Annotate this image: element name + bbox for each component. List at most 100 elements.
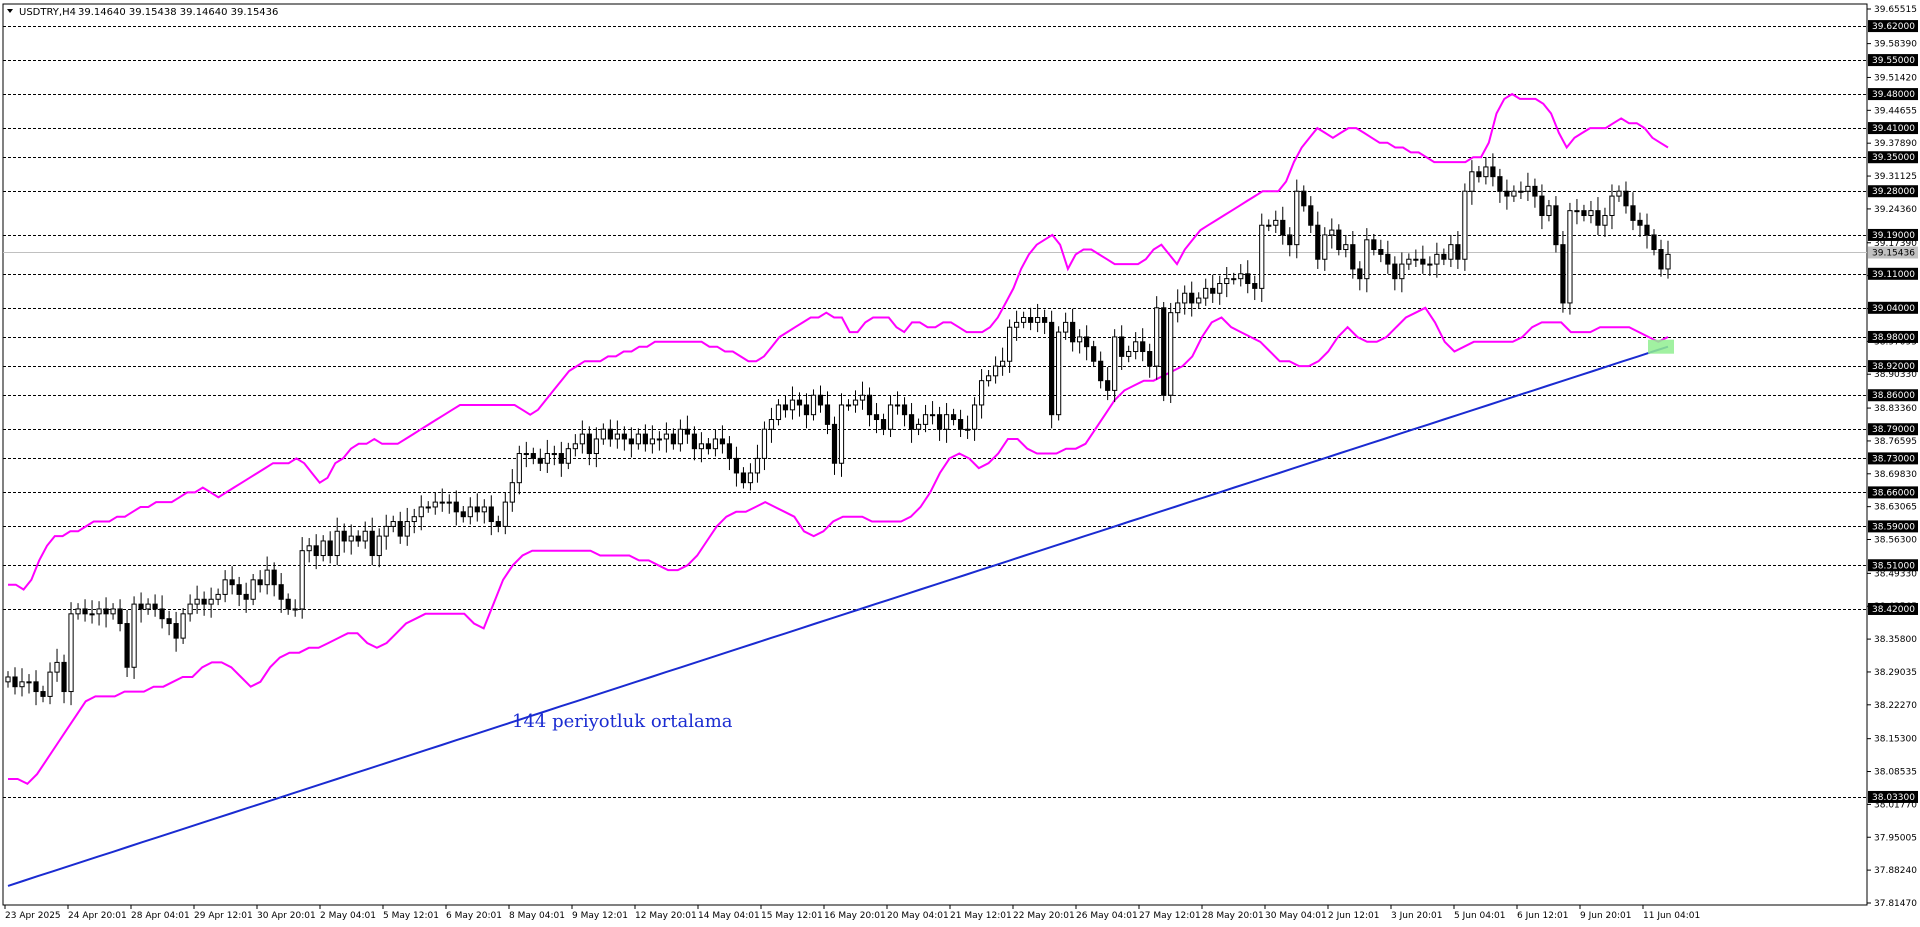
bollinger-lower-line	[8, 306, 1669, 786]
candle-body	[89, 613, 95, 616]
x-tick-label: 5 Jun 04:01	[1454, 911, 1505, 921]
candle-body	[47, 671, 53, 697]
ma144-line	[7, 345, 1669, 887]
candle-body	[194, 598, 200, 605]
collapse-triangle-icon[interactable]	[7, 9, 13, 13]
time-axis: 23 Apr 2025 24 Apr 20:01 28 Apr 04:01 29 Ap…	[4, 905, 1700, 921]
candle-body	[551, 453, 557, 456]
candle-body	[1658, 249, 1664, 270]
candle-body	[789, 399, 796, 411]
candle-body	[12, 676, 18, 688]
x-tick-label: 14 May 04:01	[698, 911, 760, 921]
x-tick-label: 3 Jun 20:01	[1391, 911, 1442, 921]
candle-body	[1112, 336, 1118, 391]
candle-body	[1154, 307, 1160, 367]
candle-body	[544, 453, 550, 464]
candle-body	[432, 501, 438, 508]
candle-body	[565, 448, 571, 464]
candle-body	[1308, 205, 1314, 226]
candle-body	[425, 506, 431, 509]
candle-body	[1140, 341, 1146, 353]
candle-body	[922, 414, 929, 425]
y-tick-label: 39.51420	[1874, 73, 1917, 83]
candle-body	[19, 681, 25, 688]
y-tick-label: 38.35800	[1874, 635, 1917, 645]
candle-body	[481, 506, 487, 513]
candle-body	[1462, 190, 1468, 260]
level-price-box	[1868, 520, 1918, 533]
candle-body	[1273, 219, 1279, 226]
candle-body	[1091, 346, 1097, 362]
candle-body	[1357, 268, 1363, 280]
y-tick-label: 38.83360	[1874, 404, 1917, 414]
candle-body	[845, 404, 852, 407]
candle-body	[1637, 219, 1643, 226]
candle-body	[873, 414, 880, 421]
horizontal-levels	[3, 26, 1867, 798]
candle-body	[803, 404, 810, 416]
y-tick-label: 38.69830	[1874, 470, 1917, 480]
candle-body	[1504, 190, 1510, 197]
candle-body	[369, 530, 375, 557]
level-price-label: 38.66000	[1872, 488, 1915, 498]
candle-body	[1567, 210, 1573, 304]
candle-body	[460, 511, 466, 518]
candle-body	[635, 433, 641, 445]
candle-body	[943, 414, 950, 430]
level-price-box	[1868, 486, 1918, 499]
x-tick-label: 22 May 20:01	[1013, 911, 1075, 921]
y-tick-label: 37.88240	[1874, 866, 1917, 876]
candle-body	[285, 598, 291, 610]
x-tick-label: 27 May 12:01	[1139, 911, 1201, 921]
candle-body	[1210, 287, 1216, 294]
candle-body	[782, 404, 789, 411]
candle-body	[1217, 283, 1223, 294]
x-tick-label: 9 May 12:01	[572, 911, 628, 921]
x-tick-label: 9 Jun 20:01	[1580, 911, 1631, 921]
target-highlight	[1648, 339, 1674, 354]
candle-body	[796, 399, 803, 406]
candle-body	[383, 525, 389, 537]
candle-body	[698, 443, 705, 450]
candle-body	[1280, 219, 1286, 236]
candle-body	[964, 428, 971, 431]
candle-body	[509, 482, 515, 503]
candle-body	[292, 608, 298, 611]
candle-body	[26, 681, 32, 684]
level-price-label: 38.92000	[1872, 362, 1915, 372]
x-tick-label: 2 May 04:01	[320, 911, 376, 921]
candle-body	[733, 457, 740, 474]
level-price-label: 38.03300	[1872, 793, 1915, 803]
candle-body	[684, 428, 691, 435]
x-tick-label: 21 May 12:01	[950, 911, 1012, 921]
candle-body	[68, 613, 74, 693]
level-price-box	[1868, 360, 1918, 373]
candle-body	[1021, 317, 1027, 323]
candle-body	[201, 598, 207, 605]
candle-body	[117, 608, 123, 625]
candle-body	[558, 453, 564, 464]
level-price-label: 38.73000	[1872, 454, 1915, 464]
candle-body	[607, 428, 613, 440]
candle-body	[173, 623, 179, 639]
candle-body	[1378, 249, 1384, 255]
candle-body	[145, 603, 151, 610]
candle-body	[355, 535, 361, 542]
candle-body	[1455, 244, 1461, 260]
x-tick-label: 8 May 04:01	[509, 911, 565, 921]
candle-body	[663, 433, 669, 440]
candle-body	[236, 584, 242, 595]
candle-body	[824, 404, 831, 425]
candle-body	[376, 535, 382, 557]
candle-body	[397, 521, 403, 537]
y-tick-label: 38.76595	[1874, 437, 1917, 447]
candle-body	[278, 584, 284, 600]
candlesticks	[5, 153, 1671, 706]
candle-body	[761, 428, 768, 459]
level-price-label: 38.86000	[1872, 391, 1915, 401]
candle-body	[208, 598, 214, 605]
x-tick-label: 2 Jun 12:01	[1328, 911, 1379, 921]
candle-body	[1525, 185, 1531, 192]
